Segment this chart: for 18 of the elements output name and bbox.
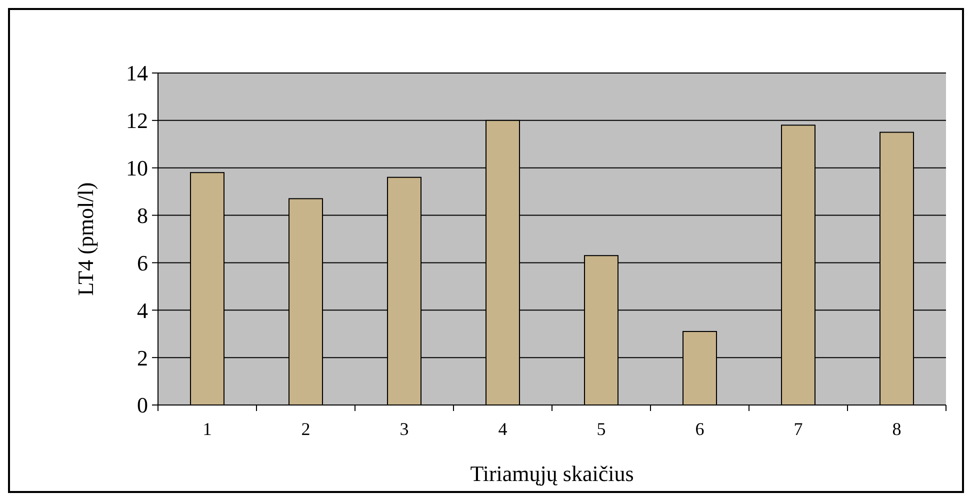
x-tick-label: 1 <box>202 419 212 439</box>
y-tick-label: 0 <box>137 392 148 418</box>
x-tick-label: 3 <box>400 419 409 439</box>
y-tick-label: 4 <box>137 298 148 323</box>
x-tick-label: 7 <box>794 419 803 439</box>
y-tick-label: 10 <box>126 156 148 181</box>
x-tick-label: 6 <box>695 419 704 439</box>
x-tick-label: 5 <box>596 419 606 439</box>
x-tick-label: 4 <box>498 419 508 439</box>
y-tick-label: 8 <box>137 202 148 228</box>
y-axis-title: LT4 (pmol/l) <box>73 182 98 296</box>
x-axis-title: Tiriamųjų skaičius <box>470 461 634 486</box>
y-tick-label: 12 <box>126 108 148 134</box>
x-tick-label: 8 <box>892 419 902 439</box>
y-tick-label: 6 <box>137 250 148 276</box>
y-tick-label: 14 <box>126 60 148 86</box>
x-tick-label: 2 <box>301 419 310 439</box>
y-tick-label: 2 <box>137 345 148 370</box>
